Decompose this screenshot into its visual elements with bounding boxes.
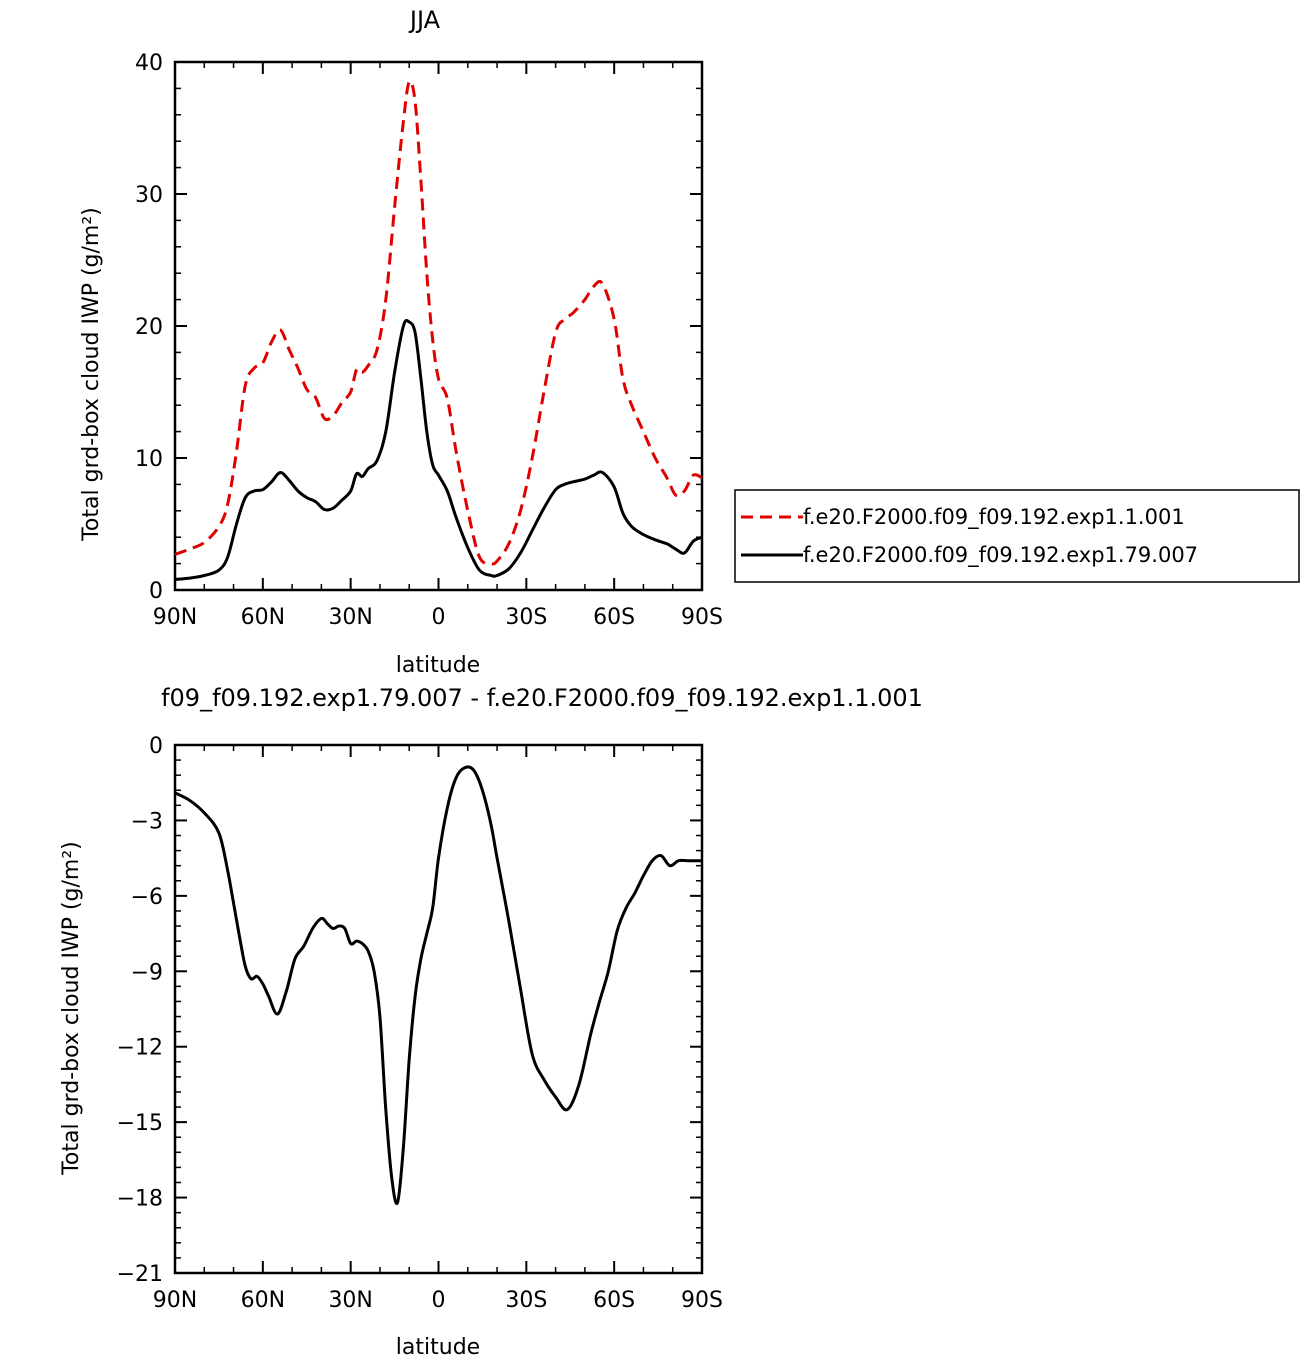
y-tick-label: 30 [135, 183, 163, 208]
x-tick-label: 60N [241, 1288, 285, 1313]
bottom-ticks: 90N 60N 30N 0 30S 60S 90S 0 −3 −6 −9 −12 −15 −18 −21 [117, 734, 723, 1313]
x-tick-label: 30N [328, 1288, 372, 1313]
y-tick-label: −12 [117, 1036, 163, 1061]
p1-series-line-1 [174, 79, 703, 566]
top-x-axis-label: latitude [396, 653, 480, 678]
y-tick-label: 10 [135, 447, 163, 472]
top-chart-title: JJA [408, 6, 441, 34]
y-tick-label: −21 [117, 1262, 163, 1287]
bottom-y-axis-label: Total grd-box cloud IWP (g/m²) [59, 841, 84, 1176]
x-tick-label: 90S [681, 605, 723, 630]
y-tick-label: 20 [135, 315, 163, 340]
y-tick-label: 40 [135, 51, 163, 76]
bottom-panel: f09_f09.192.exp1.79.007 - f.e20.F2000.f0… [59, 684, 923, 1360]
y-tick-label: 0 [149, 579, 163, 604]
top-panel: JJA 90N 60N 30N 0 30S 60S 90S 0 10 20 30 40 latitud… [79, 6, 723, 678]
x-tick-label: 60S [593, 605, 635, 630]
y-tick-label: 0 [149, 734, 163, 759]
legend-label-series-1: f.e20.F2000.f09_f09.192.exp1.1.001 [803, 505, 1185, 530]
bottom-x-axis-label: latitude [396, 1335, 480, 1360]
legend: f.e20.F2000.f09_f09.192.exp1.1.001 f.e20… [734, 489, 1300, 583]
bottom-series [174, 765, 702, 1206]
y-tick-label: −3 [131, 809, 163, 834]
x-tick-label: 30S [505, 605, 547, 630]
bottom-plot-frame [173, 743, 704, 1275]
y-tick-label: −18 [117, 1187, 163, 1212]
x-tick-label: 0 [432, 605, 446, 630]
x-tick-label: 60S [593, 1288, 635, 1313]
top-series [174, 79, 703, 581]
y-tick-label: −15 [117, 1111, 163, 1136]
x-tick-label: 90N [153, 1288, 197, 1313]
x-tick-label: 0 [432, 1288, 446, 1313]
x-tick-label: 30N [328, 605, 372, 630]
legend-box [734, 489, 1300, 583]
x-tick-label: 90S [681, 1288, 723, 1313]
bottom-chart-title: f09_f09.192.exp1.79.007 - f.e20.F2000.f0… [161, 684, 923, 712]
y-tick-label: −6 [131, 885, 163, 910]
top-y-axis-label: Total grd-box cloud IWP (g/m²) [79, 207, 104, 542]
x-tick-label: 60N [241, 605, 285, 630]
y-tick-label: −9 [131, 960, 163, 985]
p2-series-line-1 [174, 765, 702, 1206]
x-tick-label: 30S [505, 1288, 547, 1313]
top-ticks: 90N 60N 30N 0 30S 60S 90S 0 10 20 30 40 [135, 51, 723, 630]
legend-label-series-2: f.e20.F2000.f09_f09.192.exp1.79.007 [803, 543, 1198, 568]
x-tick-label: 90N [153, 605, 197, 630]
p1-series-line-2 [174, 318, 703, 581]
